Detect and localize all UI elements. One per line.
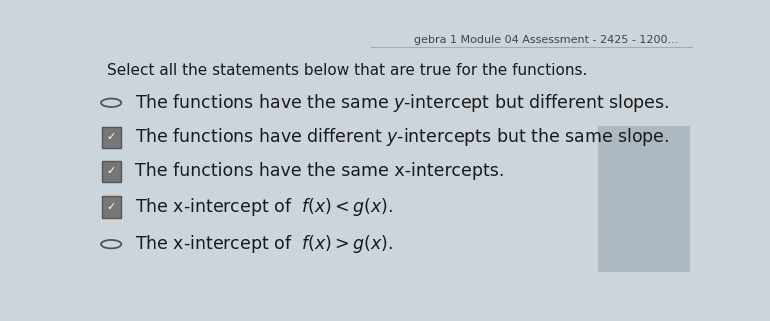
- FancyBboxPatch shape: [102, 196, 121, 218]
- Text: ✓: ✓: [106, 166, 115, 176]
- Text: The x-intercept of  $f(x) < g(x)$.: The x-intercept of $f(x) < g(x)$.: [135, 196, 393, 218]
- Text: gebra 1 Module 04 Assessment - 2425 - 1200...: gebra 1 Module 04 Assessment - 2425 - 12…: [413, 35, 678, 46]
- FancyBboxPatch shape: [102, 127, 121, 148]
- FancyBboxPatch shape: [598, 126, 690, 272]
- Text: ✓: ✓: [106, 132, 115, 143]
- Text: Select all the statements below that are true for the functions.: Select all the statements below that are…: [107, 63, 588, 78]
- Text: ✓: ✓: [106, 202, 115, 212]
- Text: The functions have the same x-intercepts.: The functions have the same x-intercepts…: [135, 162, 504, 180]
- Text: The functions have different $y$-intercepts but the same slope.: The functions have different $y$-interce…: [135, 126, 669, 148]
- Text: The functions have the same $y$-intercept but different slopes.: The functions have the same $y$-intercep…: [135, 92, 669, 114]
- FancyBboxPatch shape: [102, 160, 121, 182]
- Text: The x-intercept of  $f(x) > g(x)$.: The x-intercept of $f(x) > g(x)$.: [135, 233, 393, 255]
